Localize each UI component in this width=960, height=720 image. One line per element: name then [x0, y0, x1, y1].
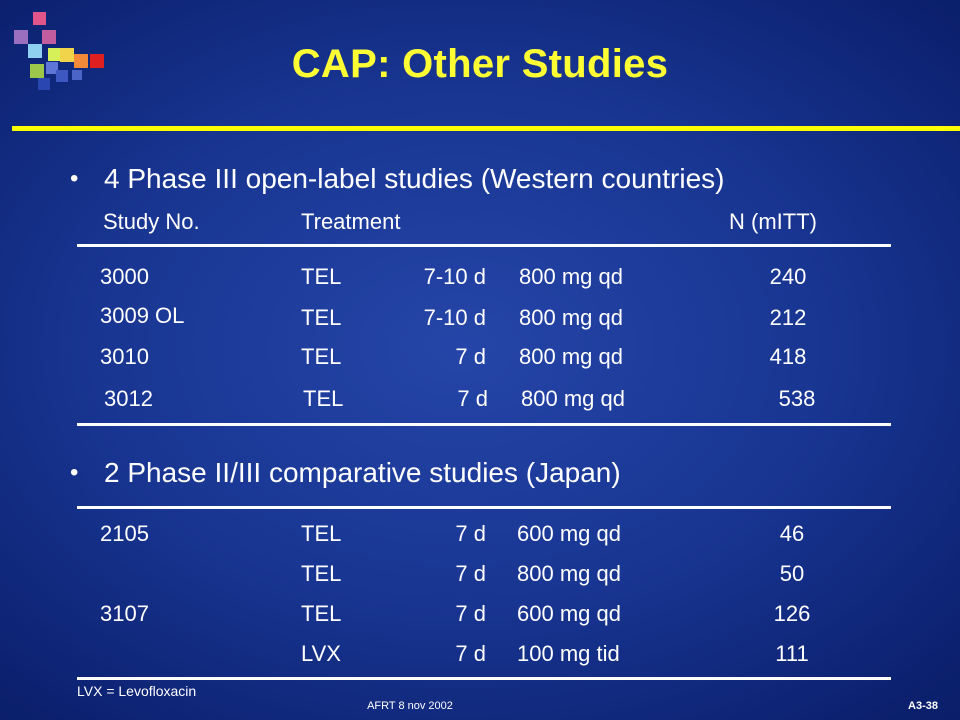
slide-number: A3-38 — [908, 700, 938, 712]
table2-bottom-rule — [77, 677, 891, 680]
table2-top-rule — [77, 506, 891, 509]
footer-date: AFRT 8 nov 2002 — [367, 700, 453, 712]
header-n-mitt: N (mITT) — [729, 209, 817, 234]
table1-bottom-rule — [77, 423, 891, 426]
title-underline — [12, 126, 960, 131]
logo-mosaic — [0, 0, 120, 95]
table1-top-rule — [77, 244, 891, 247]
bullet-dot-icon: • — [70, 459, 79, 486]
slide-title: CAP: Other Studies — [291, 42, 669, 86]
header-treatment: Treatment — [301, 209, 401, 234]
bullet-dot-icon: • — [70, 165, 79, 192]
abbreviation-note: LVX = Levofloxacin — [77, 683, 197, 699]
header-study-no: Study No. — [103, 209, 200, 234]
